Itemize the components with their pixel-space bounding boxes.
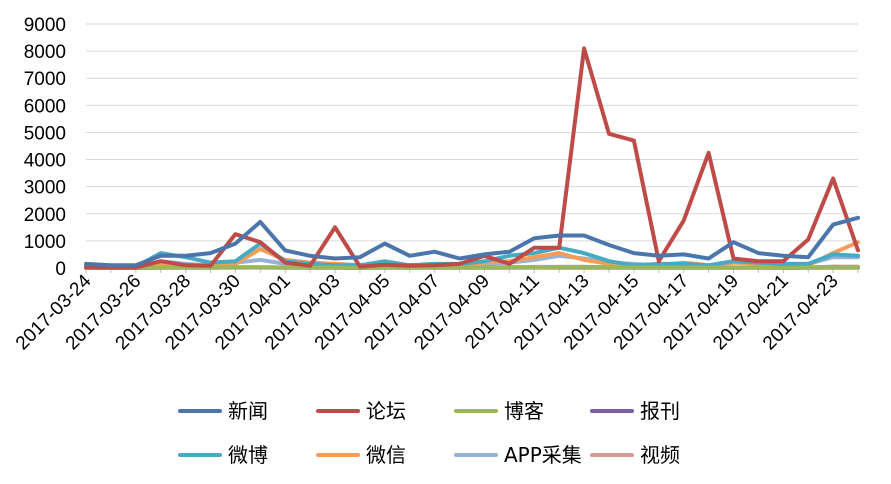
gridlines <box>86 23 858 269</box>
y-tick-label: 6000 <box>24 96 66 117</box>
legend-item: 微博 <box>178 443 268 467</box>
y-tick-label: 1000 <box>24 232 66 253</box>
series-lines <box>84 46 860 270</box>
series-line <box>84 46 860 270</box>
y-tick-label: 7000 <box>24 69 66 90</box>
legend-label: 报刊 <box>640 399 680 423</box>
y-tick-label: 2000 <box>24 205 66 226</box>
legend-item: 论坛 <box>316 399 406 423</box>
legend-label: 新闻 <box>228 399 268 423</box>
legend-item: 视频 <box>590 443 680 467</box>
legend-item: 博客 <box>454 399 544 423</box>
legend-label: 微博 <box>228 443 268 467</box>
y-tick-label: 9000 <box>24 15 66 36</box>
y-tick-label: 5000 <box>24 123 66 144</box>
y-tick-label: 3000 <box>24 178 66 199</box>
legend-label: 微信 <box>366 443 406 467</box>
y-tick-label: 4000 <box>24 151 66 172</box>
legend-item: 微信 <box>316 443 406 467</box>
legend-label: 视频 <box>640 443 680 467</box>
series-line <box>84 264 860 270</box>
legend-item: 报刊 <box>590 399 680 423</box>
y-tick-label: 8000 <box>24 42 66 63</box>
legend-label: 博客 <box>504 399 544 423</box>
y-tick-label: 0 <box>55 259 66 280</box>
legend-label: 论坛 <box>366 399 406 423</box>
legend-item: APP采集 <box>454 443 582 467</box>
legend-label: APP采集 <box>504 443 582 467</box>
legend-item: 新闻 <box>178 399 268 423</box>
axes: 0100020003000400050006000700080009000201… <box>12 15 859 354</box>
series-line <box>84 215 860 268</box>
